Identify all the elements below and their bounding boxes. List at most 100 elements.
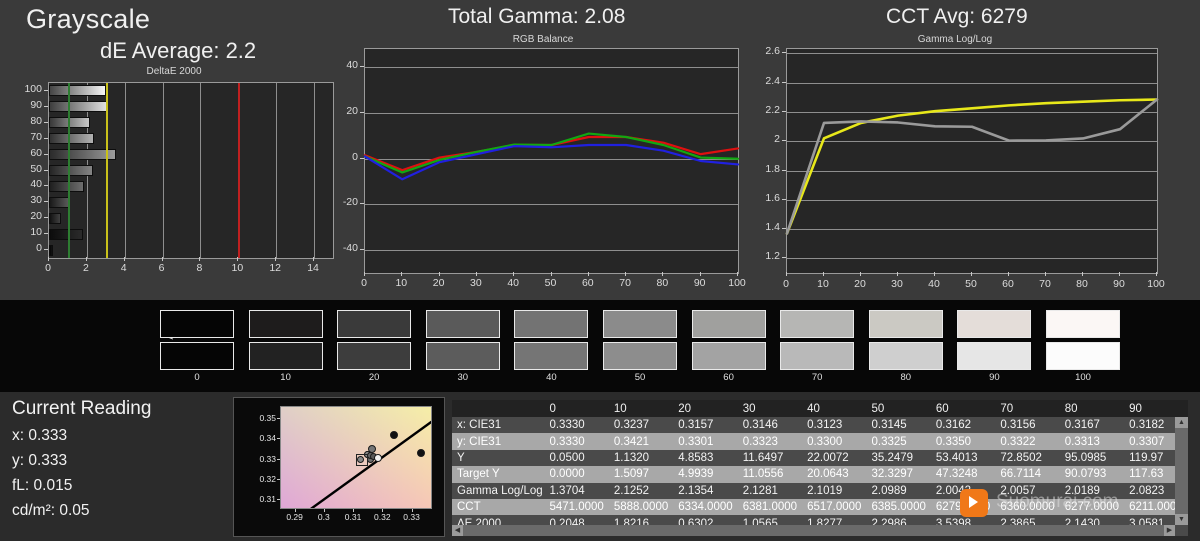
series-measured: [785, 98, 1159, 235]
table-row-label: CCT: [457, 501, 481, 514]
x-tick-label: 100: [1147, 278, 1165, 290]
deltae-bar: [49, 85, 106, 97]
table-cell: 6385.0000: [871, 501, 926, 514]
table-horizontal-scrollbar[interactable]: ◀ ▶: [452, 525, 1175, 536]
gridline: [787, 53, 1157, 55]
table-row[interactable]: Y 0.0500 1.1320 4.8583 11.6497 22.0072 35.2479…: [452, 449, 1188, 467]
table-column-header[interactable]: 90: [1124, 400, 1188, 417]
gridline: [162, 83, 164, 258]
deltae-bar: [49, 196, 69, 208]
cie-y-tick: [277, 498, 280, 500]
table-cell: 0.3145: [871, 419, 907, 432]
x-tick-label: 50: [965, 278, 977, 290]
target-patch: [248, 342, 323, 370]
table-row[interactable]: x: CIE31 0.3330 0.3237 0.3157 0.3146 0.3123 0.…: [452, 417, 1188, 434]
x-tick: [237, 257, 239, 261]
y-tick-label: 20: [346, 105, 358, 117]
scroll-up-button[interactable]: ▲: [1175, 417, 1188, 428]
table-cell: 1.5097: [613, 468, 650, 481]
deltae-y-tick-label: 40: [30, 178, 42, 191]
y-tick: [44, 105, 48, 107]
cie-chromaticity-diagram[interactable]: 0.35 0.34 0.33 0.32 0.31 0.29 0.3 0.31 0.32 0.33: [233, 397, 445, 537]
deltae-bar: [49, 228, 84, 240]
reading-cdm2: cd/m²: 0.05: [12, 502, 90, 519]
y-tick: [782, 257, 786, 259]
x-tick-label: 20: [432, 277, 445, 289]
y-tick-label: 2.2: [765, 103, 780, 116]
table-column-header[interactable]: 70: [995, 400, 1060, 417]
scroll-down-button[interactable]: ▼: [1175, 514, 1188, 525]
table-column-header[interactable]: 0: [544, 400, 609, 417]
table-column-header[interactable]: 10: [608, 400, 674, 417]
actual-patch: [248, 310, 323, 338]
x-tick-label: 70: [1039, 278, 1051, 290]
x-tick-label: 60: [1002, 278, 1014, 290]
deltae-chart-title: DeltaE 2000: [146, 66, 202, 77]
patch-level-label: 90: [989, 372, 1000, 383]
gridline: [787, 258, 1157, 260]
deltae-x-tick-label: 0: [45, 262, 51, 274]
table-row[interactable]: Target Y 0.0000 1.5097 4.9939 11.0556 20.0643…: [452, 466, 1188, 483]
table-cell: 11.0556: [742, 468, 784, 481]
deltae-y-tick-label: 90: [30, 98, 42, 111]
x-tick-label: 90: [693, 277, 706, 289]
target-patch: [780, 342, 855, 370]
deltae-bar: [49, 180, 84, 192]
y-tick: [782, 81, 786, 83]
actual-patch: [160, 310, 234, 338]
patch-level-label: 100: [1075, 372, 1091, 383]
actual-patch: [780, 310, 855, 338]
table-cell: 2.0057: [1000, 484, 1036, 497]
cie-x-tick: [323, 509, 325, 512]
table-cell: 2.1252: [613, 484, 650, 497]
measurements-table[interactable]: 0 10 20 30 40 50 60 70 80 90 x: CIE31 0.3330 0.3237 0…: [452, 400, 1188, 536]
actual-patch: [337, 310, 412, 338]
gridline: [787, 199, 1157, 201]
table-row[interactable]: y: CIE31 0.3330 0.3421 0.3301 0.3323 0.3300 0.…: [452, 433, 1188, 450]
cie-x-tick: [353, 509, 355, 512]
table-column-header[interactable]: 60: [930, 400, 996, 417]
scroll-left-button[interactable]: ◀: [452, 525, 463, 536]
gamma-loglog-chart-title: Gamma Log/Log: [917, 34, 993, 45]
table-column-header[interactable]: 40: [802, 400, 867, 417]
table-cell: 0.3157: [678, 419, 714, 432]
table-cell: 6279.0000: [935, 501, 991, 514]
gridline: [365, 158, 738, 160]
y-tick: [782, 110, 786, 112]
table-row[interactable]: CCT 5471.0000 5888.0000 6334.0000 6381.0000 6…: [452, 498, 1188, 516]
cie-y-tick-label: 0.32: [259, 473, 276, 484]
x-tick: [823, 272, 824, 276]
actual-patch: [514, 310, 589, 338]
table-column-header[interactable]: 20: [673, 400, 738, 417]
table-column-header[interactable]: [452, 400, 545, 417]
table-column-header[interactable]: 50: [866, 400, 931, 417]
target-patch: [691, 342, 766, 370]
table-cell: 53.4013: [935, 451, 978, 464]
y-tick: [44, 169, 48, 171]
table-cell: 6277.0000: [1064, 501, 1120, 514]
table-cell: 5888.0000: [613, 501, 669, 514]
table-row[interactable]: Gamma Log/Log 1.3704 2.1252 2.1354 2.1281 2.1…: [452, 482, 1188, 499]
y-tick-label: 0: [352, 150, 358, 163]
table-vertical-scrollbar[interactable]: ▲ ▼: [1175, 417, 1188, 525]
table-column-header[interactable]: 30: [737, 400, 803, 417]
table-column-header[interactable]: 80: [1059, 400, 1125, 417]
table-cell: 0.3182: [1129, 419, 1165, 432]
gridline: [787, 111, 1157, 113]
scroll-right-button[interactable]: ▶: [1164, 525, 1175, 536]
target-patch: [160, 342, 234, 370]
y-tick: [782, 198, 786, 200]
y-tick-label: 2.4: [765, 74, 780, 87]
gamma-loglog-chart: Gamma Log/Log 1.2 1.4 1.6 1.8 2 2.2 2.4 2.6 0 10 2…: [750, 34, 1164, 294]
table-cell: 1.1320: [613, 451, 650, 464]
target-patch: [1046, 342, 1120, 370]
table-cell: 6211.0000: [1129, 501, 1183, 514]
cie-y-tick-label: 0.35: [259, 413, 276, 424]
gridline: [200, 83, 202, 258]
deltae-y-tick-label: 30: [30, 194, 42, 207]
y-tick: [782, 169, 786, 171]
x-tick: [48, 257, 49, 261]
target-patch: [957, 342, 1032, 370]
deltae-x-tick-label: 8: [196, 262, 203, 274]
